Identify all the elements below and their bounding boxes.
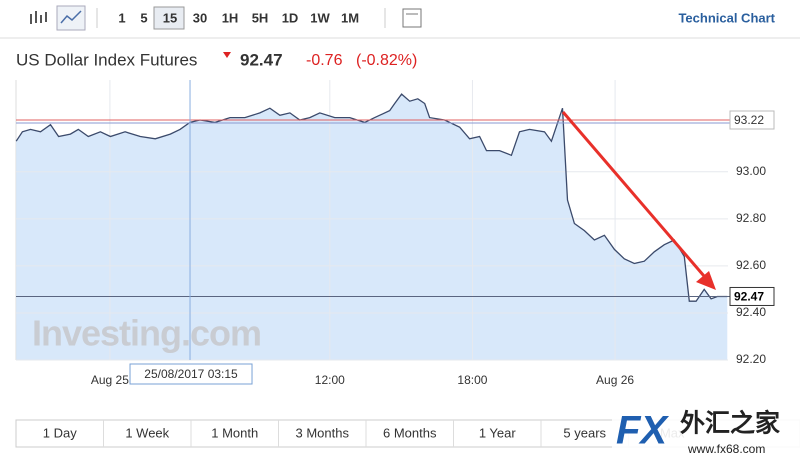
interval-button[interactable]: 5H <box>252 10 269 25</box>
technical-chart-link[interactable]: Technical Chart <box>678 10 775 25</box>
price-tag-box <box>729 286 775 306</box>
overlay: 93.22 92.47 25/08/2017 03:15 <box>16 80 775 385</box>
price-line <box>15 93 728 302</box>
interval-button[interactable]: 15 <box>163 10 177 25</box>
candle-icon[interactable] <box>28 8 48 28</box>
watermark: Investing.com <box>32 313 261 354</box>
interval-button[interactable]: 1M <box>341 10 359 25</box>
change-pct: (-0.82%) <box>356 52 417 69</box>
interval-button[interactable]: 1H <box>222 10 239 25</box>
cursor-tooltip: 25/08/2017 03:15 <box>144 367 238 381</box>
x-tick-label: 12:00 <box>315 373 345 387</box>
y-tick-label: 92.60 <box>736 258 766 272</box>
logo: FX 外汇之家 www.fx68.com <box>612 400 800 461</box>
area-fill <box>16 94 728 360</box>
toolbar: Technical Chart 1 5 15 30 1H 5H 1D 1W 1M <box>28 5 776 31</box>
change: -0.76 <box>306 52 343 69</box>
logo-bg <box>612 400 800 461</box>
y-tick-label: 93.00 <box>736 164 766 178</box>
x-tick-label: 18:00 <box>457 373 487 387</box>
x-tick-label: Aug 26 <box>596 373 634 387</box>
price-tag-box <box>729 110 775 130</box>
button-active <box>153 6 185 30</box>
logo-url: www.fx68.com <box>687 442 765 456</box>
down-arrow <box>223 52 231 58</box>
line-icon[interactable] <box>56 5 86 31</box>
period-button[interactable]: 6 Months <box>383 425 437 440</box>
y-tick-label: 92.20 <box>736 352 766 366</box>
period-button[interactable]: 5 years <box>563 425 606 440</box>
period-button[interactable]: 3 Months <box>296 425 350 440</box>
interval-button[interactable]: 30 <box>193 10 207 25</box>
y-tick-label: 92.80 <box>736 211 766 225</box>
plot: 92.20 92.40 92.60 92.80 93.00 Aug 25 12:00 18:0… <box>15 80 766 387</box>
period-button[interactable]: 1 Week <box>125 425 169 440</box>
interval-button[interactable]: 1D <box>282 10 299 25</box>
line-glyph <box>60 10 82 24</box>
logo-name: 外汇之家 <box>680 409 780 438</box>
annotation-arrowhead <box>696 271 716 290</box>
interval-button[interactable]: 1 <box>118 10 125 25</box>
interval-button[interactable]: 5 <box>140 10 147 25</box>
instrument-title: US Dollar Index Futures <box>16 50 197 69</box>
candle-glyph <box>30 11 47 24</box>
logo-mark: FX <box>616 409 669 453</box>
period-button[interactable]: 1 Month <box>211 425 258 440</box>
price-tag: 93.22 <box>734 113 764 127</box>
x-tick-label: Aug 25 <box>91 373 129 387</box>
period-button[interactable]: 1 Year <box>479 425 517 440</box>
period-button[interactable]: 1 Day <box>43 425 77 440</box>
cursor-tooltip-box <box>129 363 253 385</box>
interval-button[interactable]: 1W <box>310 10 330 25</box>
price: 92.47 <box>240 50 283 69</box>
price-tag: 92.47 <box>734 290 764 304</box>
settings-icon[interactable] <box>402 8 422 28</box>
y-tick-label: 92.40 <box>736 305 766 319</box>
annotation-arrow <box>561 111 706 277</box>
